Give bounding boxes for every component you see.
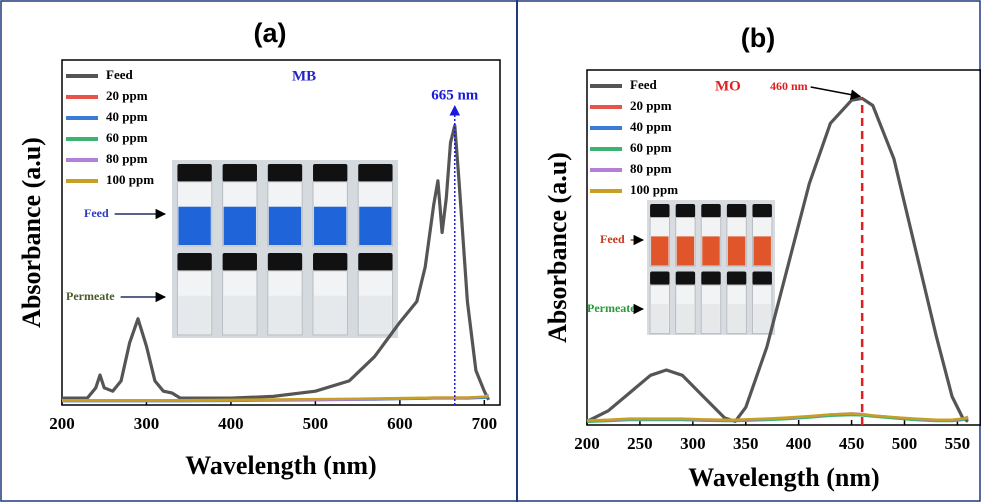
legend-label: Feed (630, 77, 657, 92)
series-line (62, 394, 489, 402)
series-line (586, 96, 969, 423)
vial-liquid (651, 303, 669, 333)
panel-title: (b) (741, 23, 775, 53)
vial-liquid (359, 295, 392, 334)
annotation: Feed (600, 232, 625, 246)
annotation: MB (292, 68, 316, 84)
y-axis-label: Absorbance (a.u) (17, 137, 46, 328)
x-tick-label: 550 (945, 434, 971, 453)
peak-label: 665 nm (431, 87, 479, 103)
annotation: Permeate (66, 289, 115, 303)
vial-liquid (178, 206, 211, 245)
x-tick-label: 350 (733, 434, 759, 453)
vial-liquid (676, 303, 695, 333)
legend-label: 100 ppm (106, 172, 154, 187)
x-axis-label: Wavelength (nm) (185, 451, 376, 480)
legend-label: Feed (106, 67, 133, 82)
legend-label: 60 ppm (106, 130, 148, 145)
x-tick-label: 500 (892, 434, 918, 453)
peak-arrow (810, 86, 862, 100)
vial-liquid (268, 206, 302, 245)
series-line (62, 123, 491, 401)
y-axis-label: Absorbance (a.u) (543, 152, 572, 343)
x-tick-label: 700 (472, 414, 498, 433)
legend-label: 60 ppm (630, 140, 672, 155)
x-tick-label: 200 (574, 434, 600, 453)
vial-liquid (753, 236, 771, 266)
x-tick-label: 400 (218, 414, 244, 433)
x-tick-label: 250 (627, 434, 653, 453)
legend-label: 100 ppm (630, 182, 678, 197)
plot-frame (586, 69, 981, 426)
series-line (586, 412, 969, 422)
annotation: Permeate (587, 301, 636, 315)
annotation: MO (715, 78, 741, 94)
vial-liquid (702, 236, 720, 266)
vial-cap (752, 271, 772, 285)
vial-cap (650, 271, 670, 285)
legend-label: 20 ppm (106, 88, 148, 103)
vial-liquid (702, 303, 720, 333)
vial-liquid (753, 303, 771, 333)
vial-cap (675, 271, 696, 285)
peak-label: 460 nm (770, 79, 808, 93)
vial-liquid (314, 206, 347, 245)
vial-liquid (314, 295, 347, 334)
x-tick-label: 300 (134, 414, 160, 433)
x-tick-label: 200 (49, 414, 75, 433)
vial-cap (726, 204, 747, 218)
vial-cap (313, 253, 348, 271)
vial-cap (358, 164, 393, 182)
vial-cap (752, 204, 772, 218)
vial-cap (358, 253, 393, 271)
x-tick-label: 400 (786, 434, 812, 453)
x-axis-label: Wavelength (nm) (688, 463, 879, 492)
vial-liquid (727, 303, 746, 333)
vial-cap (701, 204, 721, 218)
x-tick-label: 500 (303, 414, 329, 433)
vial-liquid (223, 206, 256, 245)
x-tick-label: 450 (839, 434, 865, 453)
legend-label: 80 ppm (630, 161, 672, 176)
plot-frame (61, 59, 501, 406)
vial-cap (313, 164, 348, 182)
vial-liquid (178, 295, 211, 334)
vial-cap (650, 204, 670, 218)
vial-cap (222, 253, 257, 271)
vial-liquid (359, 206, 392, 245)
vial-liquid (676, 236, 695, 266)
vial-cap (267, 164, 303, 182)
vial-liquid (727, 236, 746, 266)
panel-title: (a) (254, 18, 287, 48)
vial-liquid (651, 236, 669, 266)
vial-cap (726, 271, 747, 285)
vial-cap (222, 164, 257, 182)
legend-label: 40 ppm (106, 109, 148, 124)
vial-cap (701, 271, 721, 285)
annotation: Feed (84, 206, 109, 220)
vial-cap (267, 253, 303, 271)
legend-label: 40 ppm (630, 119, 672, 134)
legend-label: 80 ppm (106, 151, 148, 166)
x-tick-label: 600 (387, 414, 413, 433)
legend-label: 20 ppm (630, 98, 672, 113)
vial-cap (177, 164, 212, 182)
x-tick-label: 300 (680, 434, 706, 453)
vial-liquid (223, 295, 256, 334)
vial-cap (675, 204, 696, 218)
vial-liquid (268, 295, 302, 334)
vial-cap (177, 253, 212, 271)
